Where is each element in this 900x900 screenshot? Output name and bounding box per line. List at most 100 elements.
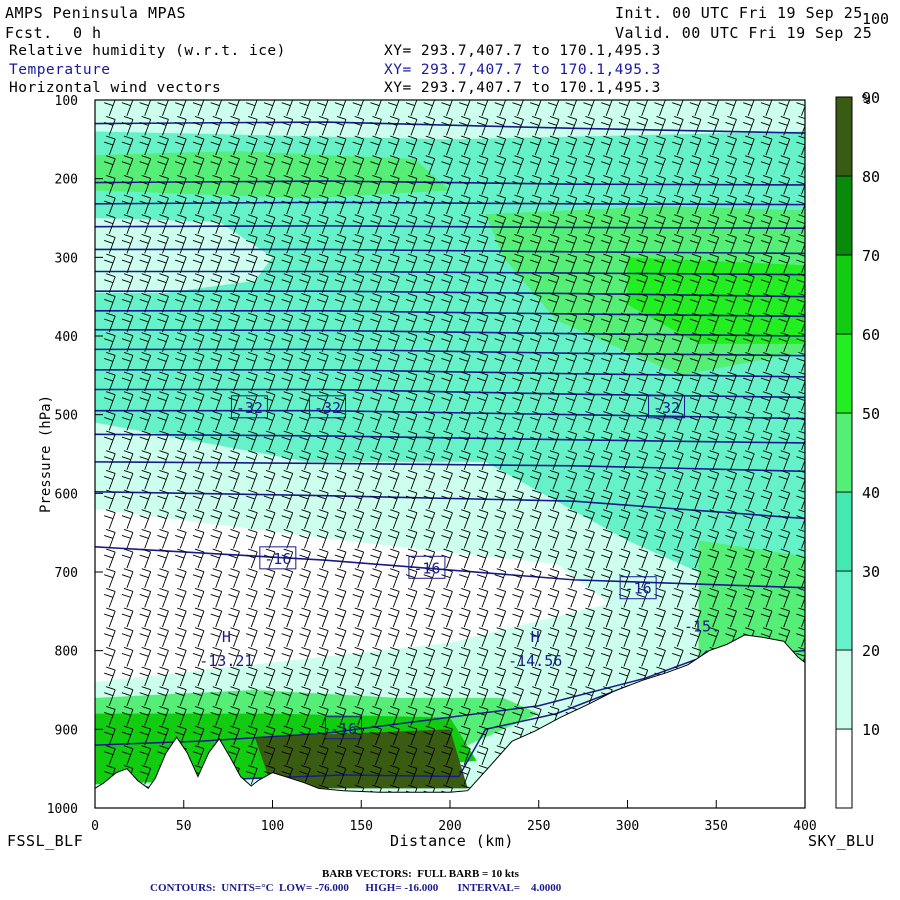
wind-barb (618, 489, 631, 510)
wind-barb (299, 627, 311, 647)
wind-barb (281, 607, 294, 628)
wind-barb (175, 528, 187, 549)
wind-barb (299, 587, 311, 608)
wind-barb (583, 646, 595, 667)
wind-barb (530, 607, 542, 628)
wind-barb (476, 155, 489, 175)
wind-barb (601, 528, 613, 549)
wind-barb (707, 351, 720, 372)
wind-barb (405, 273, 418, 293)
wind-barb (601, 351, 613, 372)
wind-barb (512, 174, 524, 195)
wind-barb (281, 489, 294, 510)
field-name-temp: Temperature (9, 62, 111, 78)
wind-barb (104, 100, 116, 116)
y-tick-label: 300 (55, 251, 78, 266)
contour-line (95, 433, 805, 444)
wind-barb (299, 430, 311, 451)
wind-barb (157, 332, 169, 352)
wind-barb (139, 391, 152, 411)
wind-barb (423, 450, 436, 470)
wind-barb (175, 666, 187, 687)
wind-barb (352, 312, 365, 333)
wind-barb (192, 371, 205, 392)
wind-barb (192, 450, 205, 470)
wind-barb (725, 312, 737, 333)
wind-barb (459, 332, 471, 352)
wind-barb (441, 273, 453, 293)
wind-barb (317, 351, 329, 372)
wind-barb (210, 686, 223, 706)
wind-barb (370, 100, 382, 116)
wind-barb (672, 469, 684, 490)
wind-barb (139, 332, 152, 352)
wind-barb (459, 528, 471, 549)
contour-line (95, 201, 805, 206)
wind-barb (405, 725, 418, 746)
wind-barb (317, 764, 329, 785)
wind-barb (334, 100, 347, 116)
wind-barb (530, 489, 542, 510)
wind-barb (157, 489, 169, 510)
wind-barb (192, 410, 205, 431)
wind-barb (654, 646, 666, 667)
wind-barb (388, 100, 400, 116)
fcst-label: Fcst. (5, 24, 53, 42)
wind-barb (512, 627, 524, 647)
wind-barb (299, 214, 311, 234)
wind-barb (175, 371, 187, 392)
wind-barb (618, 450, 631, 470)
wind-barb (281, 312, 294, 333)
wind-barb (654, 273, 666, 293)
wind-barb (547, 410, 560, 431)
wind-barb (601, 115, 613, 136)
wind-barb (263, 253, 276, 274)
wind-barb (778, 528, 791, 549)
wind-barb (494, 391, 507, 411)
wind-barb (743, 155, 755, 175)
wind-barb (459, 430, 471, 451)
colorbar-label: 10 (862, 721, 880, 739)
wind-barb (299, 745, 311, 765)
wind-barb (299, 528, 311, 549)
wind-barb (121, 509, 134, 529)
wind-barb (299, 194, 311, 215)
wind-barb (672, 155, 684, 175)
wind-barb (317, 450, 329, 470)
y-tick-label: 100 (55, 94, 78, 109)
wind-barb (388, 587, 400, 608)
wind-barb (139, 450, 152, 470)
wind-barb (725, 253, 737, 274)
wind-barb (494, 627, 507, 647)
wind-barb (263, 174, 276, 195)
wind-barb (689, 233, 702, 254)
wind-barb (121, 332, 134, 352)
wind-barb (281, 666, 294, 687)
wind-barb (672, 273, 684, 293)
wind-barb (760, 135, 773, 156)
wind-barb (476, 430, 489, 451)
wind-barb (104, 607, 116, 628)
wind-barb (459, 469, 471, 490)
wind-barb (476, 135, 489, 156)
wind-barb (530, 391, 542, 411)
wind-barb (405, 332, 418, 352)
wind-barb (459, 214, 471, 234)
y-tick-label: 900 (55, 723, 78, 738)
wind-barb (636, 351, 649, 372)
wind-barb (263, 155, 276, 175)
wind-barb (512, 587, 524, 608)
colorbar-unit: % (862, 92, 871, 108)
wind-barb (423, 214, 436, 234)
wind-barb (476, 312, 489, 333)
wind-barb (157, 233, 169, 254)
wind-barb (334, 450, 347, 470)
wind-barb (494, 115, 507, 136)
wind-barb (210, 489, 223, 510)
wind-barb (672, 312, 684, 333)
wind-barb (725, 391, 737, 411)
wind-barb (494, 666, 507, 687)
wind-barb (139, 646, 152, 667)
wind-barb (601, 509, 613, 529)
wind-barb (157, 587, 169, 608)
